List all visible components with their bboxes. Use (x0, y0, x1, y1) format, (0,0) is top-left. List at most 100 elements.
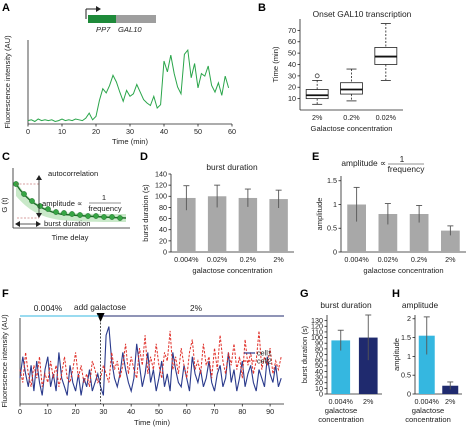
panel-label-a: A (2, 2, 10, 14)
x-axis-label: Galactose concentration (311, 124, 393, 133)
chart-g-xlabel-line1: galactose (325, 406, 358, 415)
x-tick-label: 2% (312, 113, 323, 122)
bar (378, 214, 398, 252)
chart-h-xlabel-line2: concentration (405, 415, 451, 424)
y-axis-label: burst duration (s) (300, 325, 309, 383)
x-tick-label: 60 (183, 407, 191, 416)
y-tick-label: 80 (315, 344, 323, 353)
schematic-point (45, 206, 51, 212)
y-tick-label: 120 (311, 322, 323, 331)
schematic-point (109, 214, 115, 220)
x-tick-label: 50 (155, 407, 163, 416)
frac-numerator: 1 (102, 193, 106, 202)
y-tick-label: 100 (311, 333, 323, 342)
y-tick-label: 0.5 (327, 224, 337, 233)
x-tick-label: 0.004% (344, 255, 369, 264)
box (305, 89, 329, 100)
x-tick-label: 2% (445, 255, 456, 264)
x-axis-label: galactose concentration (363, 266, 443, 275)
bar (409, 214, 429, 252)
schematic-point (53, 209, 59, 215)
y-tick-label: 20 (159, 236, 167, 245)
schematic-point (29, 198, 35, 204)
y-tick-label: 20 (288, 83, 296, 92)
chart-b-title: Onset GAL10 transcription (313, 9, 412, 19)
chart-h-bars: 0 0.5 1 1.5 2 amplitude 0.004% 2% (392, 314, 462, 406)
x-tick-label: 2% (445, 397, 456, 406)
y-tick-label: 60 (315, 356, 323, 365)
bar (441, 230, 460, 252)
chart-g-xlabel-line2: concentration (318, 415, 364, 424)
pp7-label: PP7 (96, 25, 111, 34)
y-tick-label: 100 (155, 192, 167, 201)
galactose-arrow-icon (96, 313, 105, 322)
bar (442, 385, 459, 394)
x-tick-label: 60 (228, 127, 236, 136)
y-tick-label: 1.5 (327, 176, 337, 185)
x-tick-label: 30 (99, 407, 107, 416)
x-tick-label: 0.02% (207, 255, 228, 264)
gal10-box (116, 15, 156, 23)
panel-label-h: H (392, 288, 400, 300)
x-tick-label: 0.004% (329, 397, 354, 406)
chart-b-boxplot: 10 20 30 40 50 60 70 Time (min) Galactose concen… (271, 19, 403, 133)
burst-arrow-left-icon (15, 221, 20, 227)
x-tick-label: 0 (18, 407, 22, 416)
bar (347, 204, 366, 252)
x-tick-label: 0 (26, 127, 30, 136)
x-tick-label: 0.004% (415, 397, 440, 406)
chart-g-title: burst duration (320, 300, 372, 310)
y-tick-label: 110 (312, 327, 323, 336)
x-tick-label: 0.2% (411, 255, 428, 264)
chart-a-trace: Fluorescence intensity (AU) Time (min) 0 10… (3, 35, 236, 146)
autocorrelation-label: autocorrelation (48, 169, 98, 178)
x-tick-label: 10 (44, 407, 52, 416)
y-axis-label: Time (min) (271, 46, 280, 82)
chart-e-title: amplitude ∝ 1 frequency (341, 154, 425, 174)
x-axis-label: Time (min) (112, 137, 148, 146)
panel-label-g: G (300, 288, 309, 300)
x-axis-label: Time (min) (134, 418, 170, 427)
confidence-band (16, 181, 126, 222)
schematic-point (85, 213, 91, 219)
amplitude-arrow-up-icon (36, 175, 42, 180)
post-galactose-label: 2% (190, 303, 203, 313)
bar (207, 196, 227, 252)
x-tick-label: 40 (160, 127, 168, 136)
y-tick-label: 70 (288, 26, 296, 35)
y-axis-label: burst duration (s) (141, 184, 150, 242)
y-tick-label: 50 (288, 49, 296, 58)
schematic-ylabel: G (t) (0, 197, 9, 213)
y-tick-label: 10 (315, 384, 323, 393)
bar (177, 197, 196, 252)
x-tick-label: 10 (58, 127, 66, 136)
chart-d-title: burst duration (206, 162, 258, 172)
y-tick-label: 120 (155, 181, 167, 190)
x-tick-label: 40 (127, 407, 135, 416)
y-tick-label: 1 (333, 200, 337, 209)
chart-h-title: amplitude (402, 300, 439, 310)
chart-d-bars: 0 20 40 60 80 100 120 140 burst duration (s) gala… (141, 169, 294, 275)
amplitude-arrow-down-icon (36, 213, 42, 218)
add-galactose-label: add galactose (74, 302, 126, 312)
y-tick-label: 80 (159, 203, 167, 212)
pre-galactose-label: 0.004% (34, 303, 63, 313)
legend-label-cell1: cell1 (257, 349, 272, 358)
y-axis-label: amplitude (315, 198, 324, 231)
schematic-point (93, 213, 99, 219)
bar (358, 337, 378, 394)
x-tick-label: 50 (194, 127, 202, 136)
y-tick-label: 0 (319, 389, 323, 398)
bar (418, 335, 435, 394)
y-axis-label: Fluorescence intensity (AU) (0, 314, 9, 408)
schematic-point (101, 214, 107, 220)
y-tick-label: 0 (163, 247, 167, 256)
y-tick-label: 1.5 (401, 333, 411, 342)
bar (238, 197, 258, 252)
series-line-trace (27, 48, 230, 123)
y-tick-label: 40 (315, 367, 323, 376)
y-tick-label: 0 (333, 247, 337, 256)
burst-arrow-right-icon (36, 221, 41, 227)
legend-label-cell2: cell2 (257, 357, 272, 366)
